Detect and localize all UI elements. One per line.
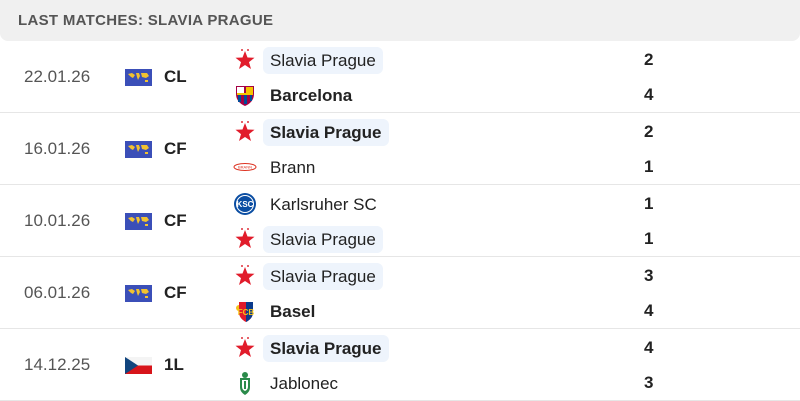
team-score: 4 — [644, 301, 654, 320]
team-name[interactable]: Slavia Prague — [263, 263, 383, 290]
team-score: 2 — [644, 50, 654, 69]
world-icon — [125, 69, 152, 86]
team-name[interactable]: Slavia Prague — [263, 226, 383, 253]
svg-text:FCB: FCB — [238, 308, 255, 317]
match-date: 16.01.26 — [24, 139, 91, 158]
away-team[interactable]: BRANN Brann 1 — [0, 149, 800, 185]
barcelona-crest-icon — [233, 83, 257, 107]
slavia-star-icon — [233, 227, 257, 251]
match-date: 22.01.26 — [24, 67, 91, 86]
team-name[interactable]: Slavia Prague — [263, 119, 389, 146]
competition-label: 1L — [164, 355, 184, 374]
home-team[interactable]: Slavia Prague 4 — [0, 330, 800, 366]
slavia-star-icon — [233, 264, 257, 288]
competition-label: CF — [164, 211, 187, 230]
svg-text:BRANN: BRANN — [238, 165, 252, 170]
team-score: 3 — [644, 266, 654, 285]
slavia-star-icon — [233, 48, 257, 72]
team-score: 2 — [644, 122, 654, 141]
team-name[interactable]: Brann — [270, 158, 316, 177]
home-team[interactable]: Slavia Prague 2 — [0, 42, 800, 78]
world-icon — [125, 213, 152, 230]
away-team[interactable]: FCB Basel 4 — [0, 293, 800, 329]
ksc-crest-icon: KSC — [233, 192, 257, 216]
section-title: LAST MATCHES: SLAVIA PRAGUE — [18, 12, 274, 29]
svg-text:KSC: KSC — [237, 200, 254, 209]
competition-label: CL — [164, 67, 187, 86]
team-score: 1 — [644, 229, 654, 248]
team-score: 1 — [644, 157, 654, 176]
match-row[interactable]: 10.01.26 CF KSC Karlsruher SC 1 Slavia P… — [0, 185, 800, 257]
away-team[interactable]: Jablonec 3 — [0, 365, 800, 401]
basel-crest-icon: FCB — [233, 299, 257, 323]
team-score: 4 — [644, 85, 654, 104]
team-score: 4 — [644, 338, 654, 357]
home-team[interactable]: Slavia Prague 3 — [0, 258, 800, 294]
match-date: 14.12.25 — [24, 355, 91, 374]
home-team[interactable]: KSC Karlsruher SC 1 — [0, 186, 800, 222]
brann-crest-icon: BRANN — [233, 155, 257, 179]
competition-label: CF — [164, 139, 187, 158]
match-row[interactable]: 16.01.26 CF Slavia Prague 2 BRANN Brann … — [0, 113, 800, 185]
slavia-star-icon — [233, 120, 257, 144]
competition-label: CF — [164, 283, 187, 302]
jablonec-crest-icon — [233, 371, 257, 395]
team-name[interactable]: Basel — [270, 302, 316, 321]
match-row[interactable]: 06.01.26 CF Slavia Prague 3 FCB Basel 4 — [0, 257, 800, 329]
home-team[interactable]: Slavia Prague 2 — [0, 114, 800, 150]
czech-flag-icon — [125, 357, 152, 374]
match-row[interactable]: 14.12.25 1L Slavia Prague 4 Jablonec 3 — [0, 329, 800, 401]
team-score: 3 — [644, 373, 654, 392]
team-name[interactable]: Karlsruher SC — [270, 195, 377, 214]
team-name[interactable]: Slavia Prague — [263, 47, 383, 74]
match-row[interactable]: 22.01.26 CL Slavia Prague 2 Barcelona 4 — [0, 41, 800, 113]
match-date: 10.01.26 — [24, 211, 91, 230]
away-team[interactable]: Barcelona 4 — [0, 77, 800, 113]
world-icon — [125, 141, 152, 158]
team-score: 1 — [644, 194, 654, 213]
world-icon — [125, 285, 152, 302]
team-name[interactable]: Jablonec — [270, 374, 339, 393]
slavia-star-icon — [233, 336, 257, 360]
team-name[interactable]: Barcelona — [270, 86, 353, 105]
team-name[interactable]: Slavia Prague — [263, 335, 389, 362]
away-team[interactable]: Slavia Prague 1 — [0, 221, 800, 257]
match-date: 06.01.26 — [24, 283, 91, 302]
section-header: LAST MATCHES: SLAVIA PRAGUE — [0, 0, 800, 41]
